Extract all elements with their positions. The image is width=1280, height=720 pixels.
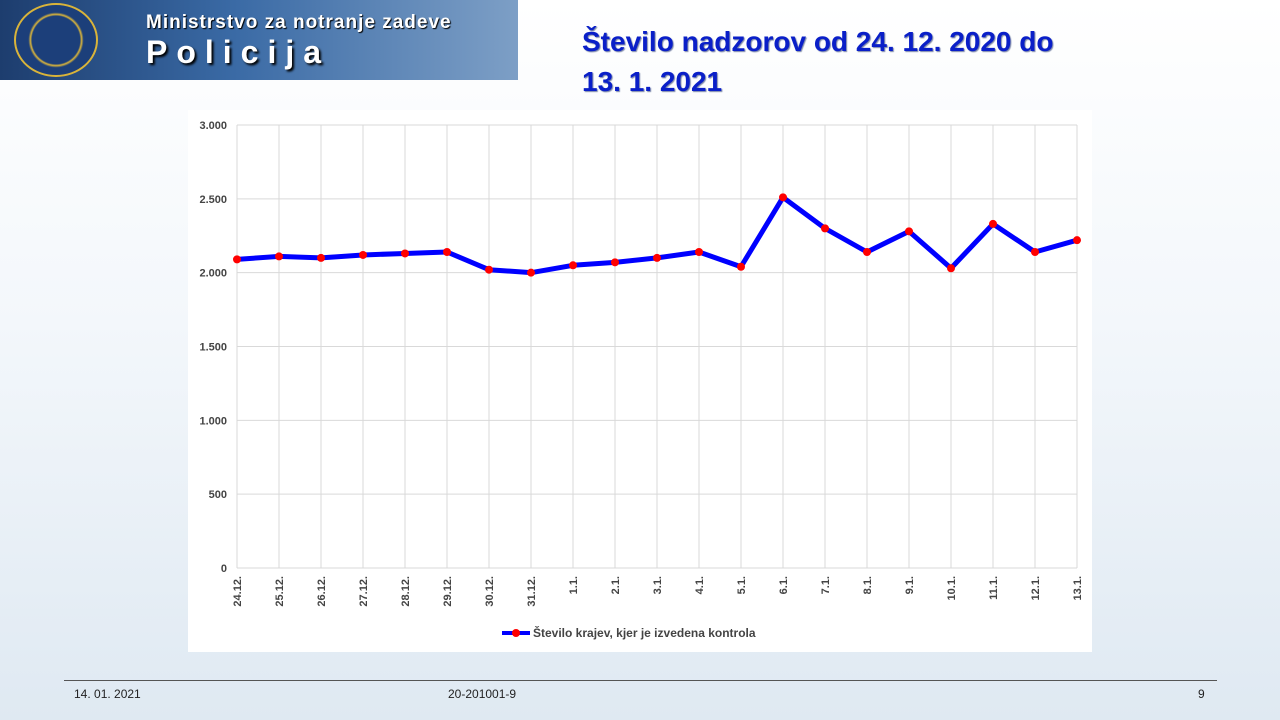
data-point [401, 249, 409, 258]
x-tick-label: 11.1. [988, 576, 1000, 600]
y-tick-label: 3.000 [199, 120, 227, 132]
data-point [821, 224, 829, 233]
y-tick-label: 2.500 [199, 194, 227, 206]
brand-name: Policija [146, 34, 331, 70]
data-point [359, 250, 367, 259]
x-tick-label: 2.1. [610, 576, 622, 594]
footer-date: 14. 01. 2021 [74, 687, 141, 701]
x-tick-label: 26.12. [316, 576, 328, 607]
x-tick-label: 13.1. [1072, 576, 1084, 600]
x-tick-label: 31.12. [526, 576, 538, 607]
x-tick-label: 8.1. [862, 576, 874, 594]
data-point [569, 261, 577, 270]
data-point [233, 255, 241, 264]
x-tick-label: 7.1. [820, 576, 832, 594]
x-tick-label: 28.12. [400, 576, 412, 607]
data-point [905, 227, 913, 236]
x-tick-label: 12.1. [1030, 576, 1042, 600]
data-point [989, 219, 997, 228]
data-point [611, 258, 619, 267]
data-point [527, 268, 535, 277]
data-point [1073, 236, 1081, 245]
legend-label: Število krajev, kjer je izvedena kontrol… [533, 625, 756, 640]
y-tick-label: 1.500 [199, 342, 227, 354]
ministry-name: Ministrstvo za notranje zadeve [146, 12, 452, 33]
data-point [1031, 247, 1039, 256]
data-point [653, 253, 661, 262]
data-point [737, 262, 745, 271]
header-banner: Ministrstvo za notranje zadeve Policija [0, 0, 518, 80]
x-tick-label: 25.12. [274, 576, 286, 607]
x-tick-label: 4.1. [694, 576, 706, 594]
x-tick-label: 29.12. [442, 576, 454, 607]
data-point [947, 264, 955, 273]
x-tick-label: 6.1. [778, 576, 790, 594]
y-tick-label: 2.000 [199, 268, 227, 280]
x-tick-label: 1.1. [568, 576, 580, 594]
data-point [695, 247, 703, 256]
data-point [779, 193, 787, 202]
police-logo [14, 3, 98, 77]
data-point [317, 253, 325, 262]
data-point [863, 247, 871, 256]
legend-marker [512, 629, 520, 637]
chart-area [188, 110, 1092, 652]
y-tick-label: 500 [209, 489, 227, 501]
x-tick-label: 3.1. [652, 576, 664, 594]
data-point [443, 247, 451, 256]
data-point [275, 252, 283, 261]
footer-code: 20-201001-9 [448, 687, 517, 701]
footer-rule [64, 680, 1217, 681]
x-tick-label: 30.12. [484, 576, 496, 607]
x-tick-label: 10.1. [946, 576, 958, 600]
chart-title: Število nadzorov od 24. 12. 2020 do 13. … [582, 26, 1054, 97]
x-tick-label: 9.1. [904, 576, 916, 594]
footer-page: 9 [1198, 687, 1205, 701]
x-tick-label: 5.1. [736, 576, 748, 594]
x-tick-label: 27.12. [358, 576, 370, 607]
x-tick-label: 24.12. [232, 576, 244, 607]
y-tick-label: 0 [221, 563, 227, 575]
data-point [485, 265, 493, 274]
y-tick-label: 1.000 [199, 415, 227, 427]
